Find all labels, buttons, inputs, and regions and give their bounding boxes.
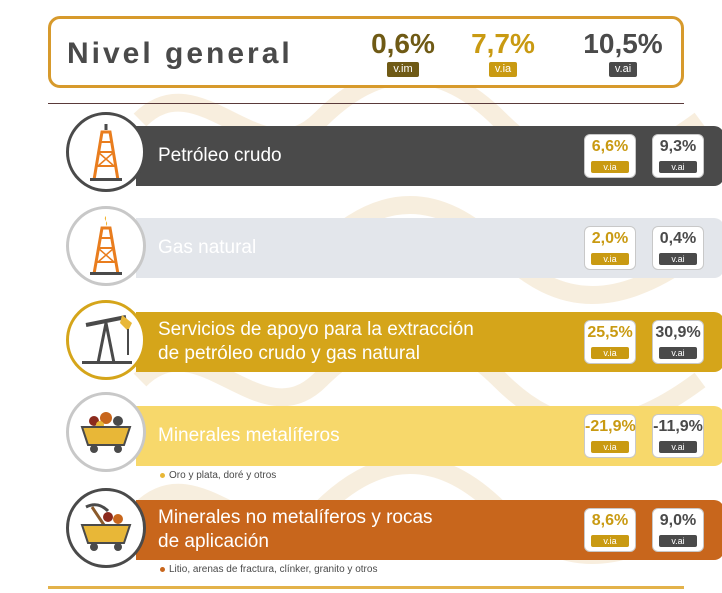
via-tag: v.ia: [591, 161, 629, 173]
kpi-v-im: 0,6% v.im: [363, 29, 443, 77]
via-box: -21,9% v.ia: [584, 414, 636, 458]
via-box: 2,0% v.ia: [584, 226, 636, 270]
row-label: Petróleo crudo: [158, 145, 282, 166]
row-bar: Minerales metalíferos -21,9% v.ia -11,9%…: [136, 406, 722, 466]
via-tag: v.ia: [591, 347, 629, 359]
row-note: Oro y plata, doré y otros: [160, 470, 276, 481]
via-box: 8,6% v.ia: [584, 508, 636, 552]
row-label: Gas natural: [158, 237, 257, 258]
row-label: Minerales metalíferos: [158, 425, 340, 446]
vai-box: 9,3% v.ai: [652, 134, 704, 178]
kpi-v-ia: 7,7% v.ia: [463, 29, 543, 77]
bullet-dot-icon: [160, 566, 165, 572]
via-value: 6,6%: [591, 138, 629, 155]
via-tag: v.ia: [591, 253, 629, 265]
via-tag: v.ia: [591, 441, 629, 453]
vai-value: 30,9%: [655, 324, 701, 341]
note-text: Oro y plata, doré y otros: [169, 470, 277, 481]
vai-box: 30,9% v.ai: [652, 320, 704, 364]
vai-tag: v.ai: [659, 441, 697, 453]
note-text: Litio, arenas de fractura, clínker, gran…: [169, 564, 378, 575]
row-label: Servicios de apoyo para la extracción de…: [158, 319, 474, 364]
vai-value: 9,3%: [659, 138, 697, 155]
via-value: 25,5%: [587, 324, 633, 341]
via-value: 8,6%: [591, 512, 629, 529]
vai-box: 0,4% v.ai: [652, 226, 704, 270]
vai-tag: v.ai: [659, 161, 697, 173]
row-label: Minerales no metalíferos y rocas de apli…: [158, 507, 433, 552]
kpi-tag: v.im: [387, 62, 419, 77]
row-bar: Petróleo crudo 6,6% v.ia 9,3% v.ai: [136, 126, 722, 186]
gas-rig-icon: [66, 206, 146, 286]
pickaxe-cart-icon: [66, 488, 146, 568]
vai-tag: v.ai: [659, 347, 697, 359]
page-title: Nivel general: [67, 37, 293, 70]
vai-value: 9,0%: [659, 512, 697, 529]
via-value: -21,9%: [585, 418, 636, 435]
via-tag: v.ia: [591, 535, 629, 547]
kpi-value: 7,7%: [471, 28, 535, 59]
kpi-value: 10,5%: [583, 28, 663, 59]
row-bar: Servicios de apoyo para la extracción de…: [136, 312, 722, 372]
via-box: 6,6% v.ia: [584, 134, 636, 178]
pumpjack-icon: [66, 300, 146, 380]
bottom-divider: [48, 586, 684, 589]
vai-tag: v.ai: [659, 253, 697, 265]
summary-header: Nivel general 0,6% v.im 7,7% v.ia 10,5% …: [48, 16, 684, 88]
bullet-dot-icon: [160, 472, 165, 478]
vai-tag: v.ai: [659, 535, 697, 547]
row-note: Litio, arenas de fractura, clínker, gran…: [160, 564, 377, 575]
mine-cart-icon: [66, 392, 146, 472]
vai-box: 9,0% v.ai: [652, 508, 704, 552]
divider: [48, 103, 684, 104]
vai-box: -11,9% v.ai: [652, 414, 704, 458]
row-bar: Gas natural 2,0% v.ia 0,4% v.ai: [136, 218, 722, 278]
row-bar: Minerales no metalíferos y rocas de apli…: [136, 500, 722, 560]
vai-value: 0,4%: [659, 230, 697, 247]
via-box: 25,5% v.ia: [584, 320, 636, 364]
oil-rig-icon: [66, 112, 146, 192]
via-value: 2,0%: [591, 230, 629, 247]
kpi-v-ai: 10,5% v.ai: [583, 29, 663, 77]
vai-value: -11,9%: [653, 418, 703, 435]
kpi-tag: v.ia: [488, 62, 518, 77]
kpi-value: 0,6%: [371, 28, 435, 59]
kpi-tag: v.ai: [608, 62, 638, 77]
